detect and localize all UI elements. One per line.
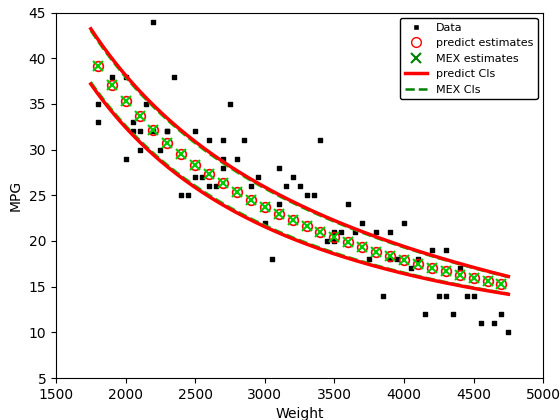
Point [351,228,360,235]
Point [330,228,339,235]
Point [386,228,395,235]
Point [330,238,339,244]
Point [253,174,262,181]
Point [163,128,172,135]
Point [476,320,485,327]
Point [448,311,457,318]
Point [274,165,283,171]
Point [191,174,200,181]
Point [121,155,130,162]
Point [455,265,464,272]
Point [260,219,269,226]
Point [427,247,436,253]
Point [267,256,276,262]
Point [358,219,367,226]
Point [281,183,290,189]
Point [184,192,193,199]
Point [240,137,249,144]
Point [441,292,450,299]
Point [156,146,165,153]
Point [421,311,430,318]
Point [407,265,416,272]
Point [316,137,325,144]
Point [204,137,213,144]
Point [246,183,255,189]
Point [344,201,353,208]
X-axis label: Weight: Weight [276,407,324,420]
Point [302,192,311,199]
Point [435,292,444,299]
Point [142,101,151,108]
Point [226,101,235,108]
Point [163,128,172,135]
Point [212,183,221,189]
Point [288,174,297,181]
Point [198,174,207,181]
Point [135,128,144,135]
Point [232,155,241,162]
Point [379,292,388,299]
Point [386,256,395,262]
Point [218,155,227,162]
Point [121,73,130,80]
Point [393,256,402,262]
Y-axis label: MPG: MPG [9,180,23,211]
Point [107,73,116,80]
Point [135,146,144,153]
Point [94,101,102,108]
Point [462,292,471,299]
Point [218,165,227,171]
Point [128,119,137,126]
Point [497,311,506,318]
Point [295,183,304,189]
Point [372,228,381,235]
Legend: Data, predict estimates, MEX estimates, predict CIs, MEX CIs: Data, predict estimates, MEX estimates, … [400,18,538,99]
Point [204,183,213,189]
Point [337,228,346,235]
Point [441,247,450,253]
Point [218,137,227,144]
Point [149,128,158,135]
Point [309,192,318,199]
Point [399,219,408,226]
Point [128,128,137,135]
Point [504,329,513,336]
Point [94,119,102,126]
Point [149,18,158,25]
Point [490,320,499,327]
Point [413,256,422,262]
Point [323,238,332,244]
Point [191,128,200,135]
Point [177,192,186,199]
Point [469,292,478,299]
Point [170,73,179,80]
Point [365,256,374,262]
Point [274,201,283,208]
